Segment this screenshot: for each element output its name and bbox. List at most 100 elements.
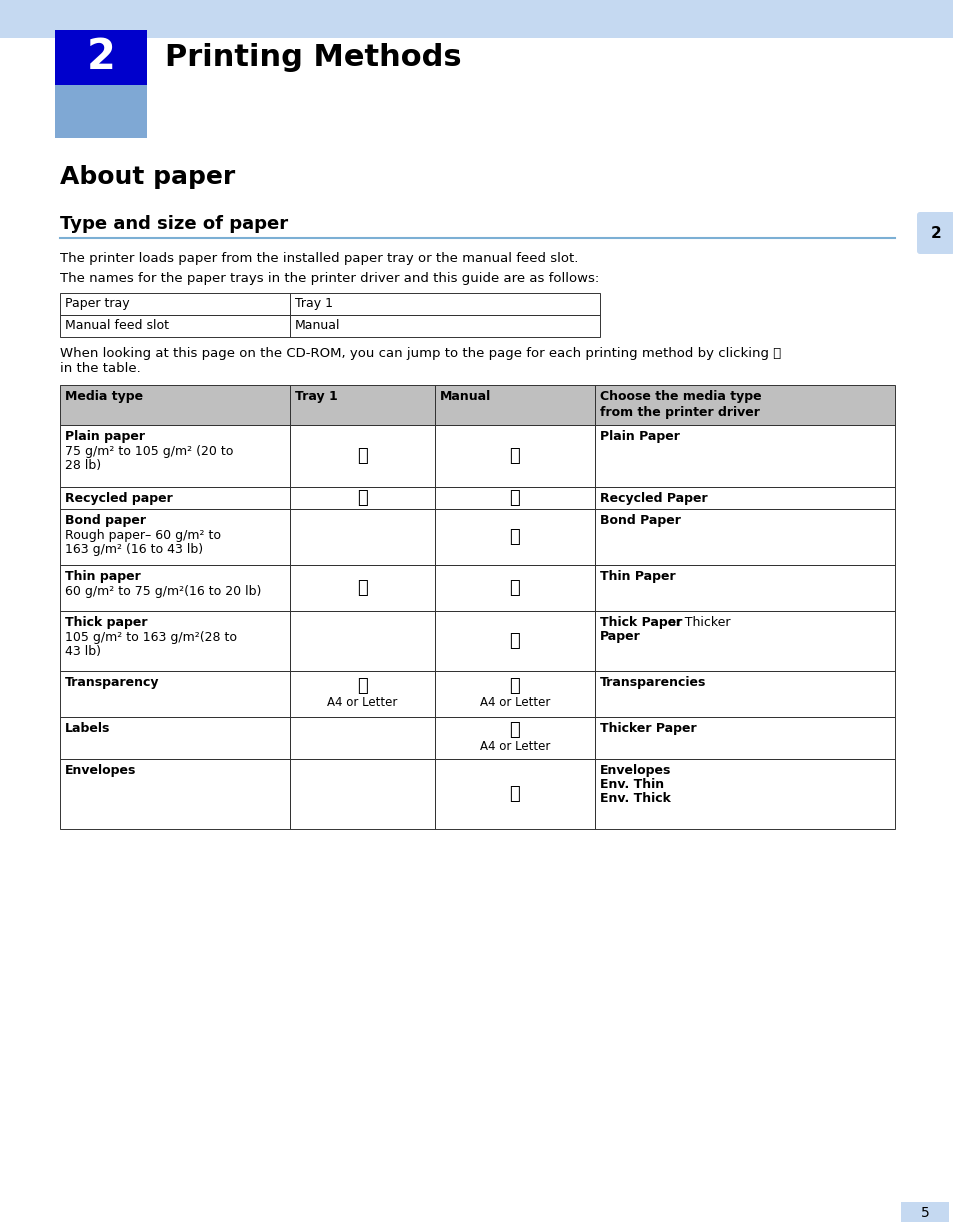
Bar [595, 425, 894, 487]
Text: 60 g/m² to 75 g/m²(16 to 20 lb): 60 g/m² to 75 g/m²(16 to 20 lb) [65, 585, 261, 598]
Bar [435, 425, 595, 487]
Text: ⓘ: ⓘ [509, 678, 519, 695]
Text: 2: 2 [929, 225, 941, 240]
Text: Thin paper: Thin paper [65, 570, 141, 583]
Text: ⓘ: ⓘ [509, 785, 519, 803]
Bar [595, 565, 894, 611]
Text: Tray 1: Tray 1 [294, 391, 337, 403]
Bar [435, 717, 595, 759]
Text: When looking at this page on the CD-ROM, you can jump to the page for each print: When looking at this page on the CD-ROM,… [60, 347, 781, 360]
Bar [290, 671, 435, 717]
Text: or Thicker: or Thicker [663, 616, 730, 630]
Text: 28 lb): 28 lb) [65, 460, 101, 472]
Bar [290, 293, 599, 315]
Bar [60, 384, 290, 425]
Bar [290, 425, 435, 487]
Text: Paper tray: Paper tray [65, 297, 130, 310]
Text: 163 g/m² (16 to 43 lb): 163 g/m² (16 to 43 lb) [65, 543, 203, 556]
Text: Manual feed slot: Manual feed slot [65, 319, 169, 331]
Text: 5: 5 [920, 1206, 928, 1220]
Text: Choose the media type
from the printer driver: Choose the media type from the printer d… [599, 391, 760, 419]
Bar [435, 611, 595, 671]
Text: Env. Thick: Env. Thick [599, 792, 670, 804]
Bar [595, 671, 894, 717]
Text: Transparencies: Transparencies [599, 676, 705, 689]
Bar [595, 487, 894, 509]
Text: ⓘ: ⓘ [356, 579, 368, 598]
Text: 75 g/m² to 105 g/m² (20 to: 75 g/m² to 105 g/m² (20 to [65, 445, 233, 458]
Text: Envelopes: Envelopes [65, 764, 136, 777]
Bar [60, 759, 290, 829]
Bar [60, 384, 894, 425]
Bar [435, 759, 595, 829]
Text: ⓘ: ⓘ [509, 489, 519, 508]
Text: A4 or Letter: A4 or Letter [479, 739, 550, 753]
Bar [60, 717, 290, 759]
Text: Labels: Labels [65, 722, 111, 736]
Text: Env. Thin: Env. Thin [599, 777, 663, 791]
Bar [435, 384, 595, 425]
Bar [60, 509, 290, 565]
Text: ⓘ: ⓘ [509, 721, 519, 739]
Text: Rough paper– 60 g/m² to: Rough paper– 60 g/m² to [65, 529, 221, 542]
Text: ⓘ: ⓘ [356, 447, 368, 464]
Text: ⓘ: ⓘ [356, 489, 368, 508]
Bar [55, 30, 147, 85]
Bar [290, 315, 599, 338]
Text: Media type: Media type [65, 391, 143, 403]
Text: Thick paper: Thick paper [65, 616, 148, 630]
Text: Tray 1: Tray 1 [294, 297, 333, 310]
Text: Envelopes: Envelopes [599, 764, 671, 777]
Bar [60, 671, 290, 717]
Bar [435, 671, 595, 717]
Bar [55, 30, 147, 138]
Bar [60, 611, 290, 671]
Bar [595, 717, 894, 759]
Text: Manual: Manual [294, 319, 340, 331]
Text: Thin Paper: Thin Paper [599, 570, 675, 583]
Text: Type and size of paper: Type and size of paper [60, 216, 288, 233]
Bar [595, 384, 894, 425]
Text: Printing Methods: Printing Methods [165, 43, 461, 73]
Text: ⓘ: ⓘ [509, 579, 519, 598]
Text: Recycled paper: Recycled paper [65, 492, 172, 505]
Text: Bond Paper: Bond Paper [599, 514, 680, 527]
Bar [290, 565, 435, 611]
Bar [900, 1202, 948, 1222]
FancyBboxPatch shape [916, 212, 953, 254]
Bar [290, 384, 435, 425]
Text: ⓘ: ⓘ [356, 678, 368, 695]
Text: 43 lb): 43 lb) [65, 646, 101, 658]
Bar [60, 487, 290, 509]
Text: ⓘ: ⓘ [509, 447, 519, 464]
Bar [290, 611, 435, 671]
Text: ⓘ: ⓘ [509, 632, 519, 650]
Text: Transparency: Transparency [65, 676, 159, 689]
Bar [435, 565, 595, 611]
Text: The printer loads paper from the installed paper tray or the manual feed slot.: The printer loads paper from the install… [60, 253, 578, 265]
Text: Bond paper: Bond paper [65, 514, 146, 527]
Text: Plain Paper: Plain Paper [599, 430, 679, 444]
Text: 2: 2 [87, 36, 115, 78]
Text: Plain paper: Plain paper [65, 430, 145, 444]
Bar [290, 509, 435, 565]
Bar [290, 487, 435, 509]
Text: A4 or Letter: A4 or Letter [479, 696, 550, 708]
Bar [60, 425, 290, 487]
Text: Recycled Paper: Recycled Paper [599, 492, 707, 505]
Text: 105 g/m² to 163 g/m²(28 to: 105 g/m² to 163 g/m²(28 to [65, 631, 236, 644]
Bar [0, 0, 953, 38]
Bar [60, 565, 290, 611]
Text: Thick Paper: Thick Paper [599, 616, 681, 630]
Bar [435, 487, 595, 509]
Bar [595, 611, 894, 671]
Bar [595, 759, 894, 829]
Text: in the table.: in the table. [60, 362, 141, 375]
Bar [60, 293, 290, 315]
Text: The names for the paper trays in the printer driver and this guide are as follow: The names for the paper trays in the pri… [60, 272, 598, 285]
Text: About paper: About paper [60, 165, 235, 188]
Text: Paper: Paper [599, 630, 640, 643]
Text: Thicker Paper: Thicker Paper [599, 722, 696, 736]
Text: ⓘ: ⓘ [509, 529, 519, 546]
Text: A4 or Letter: A4 or Letter [327, 696, 397, 708]
